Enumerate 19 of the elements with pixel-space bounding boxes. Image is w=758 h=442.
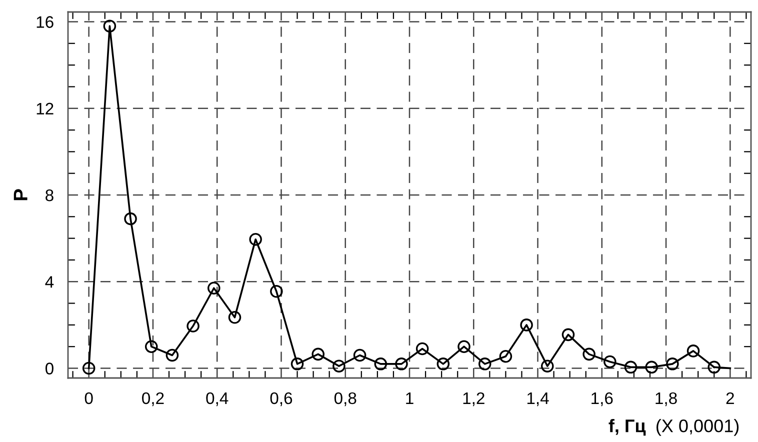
x-tick-label: 1,2 bbox=[463, 392, 484, 406]
y-tick-label: 0 bbox=[45, 362, 54, 374]
x-tick-label: 0,4 bbox=[206, 392, 228, 406]
x-tick-label: 0 bbox=[84, 392, 93, 404]
x-tick-label: 0,2 bbox=[142, 392, 164, 406]
x-axis-title: f, Гц bbox=[608, 418, 646, 436]
x-tick-label: 1,4 bbox=[527, 392, 549, 406]
y-tick-label: 8 bbox=[46, 189, 54, 202]
x-tick-label: 1,8 bbox=[656, 392, 677, 406]
x-tick-label: 0,8 bbox=[334, 392, 356, 406]
x-tick-label: 0,6 bbox=[270, 392, 292, 406]
y-tick-label: 12 bbox=[36, 102, 54, 114]
x-tick-label: 2 bbox=[726, 392, 734, 404]
y-axis-title: P bbox=[14, 189, 28, 200]
text: (X 0,0001) bbox=[656, 418, 739, 436]
x-tick-label: 1,6 bbox=[592, 392, 613, 406]
y-tick-label: 4 bbox=[45, 276, 54, 288]
y-tick-label: 16 bbox=[36, 16, 54, 28]
x-tick-label: 1 bbox=[406, 392, 414, 404]
